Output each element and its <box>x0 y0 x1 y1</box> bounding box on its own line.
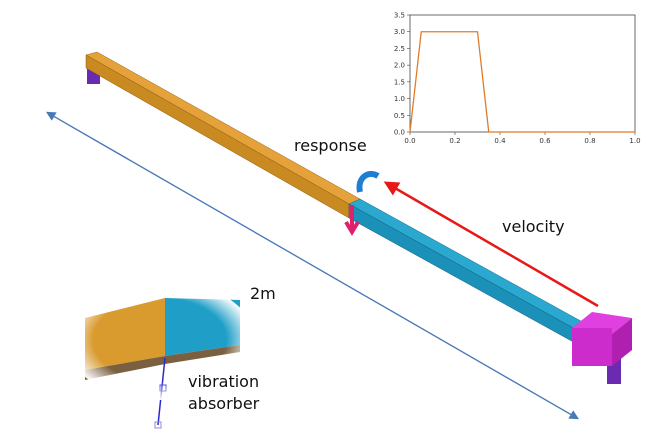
dimension-line <box>45 111 578 419</box>
x-tick-label: 0.8 <box>584 137 595 145</box>
y-tick-label: 2.5 <box>394 45 405 53</box>
y-tick-label: 1.0 <box>394 95 405 103</box>
x-tick-label: 0.2 <box>449 137 460 145</box>
data-line <box>409 31 635 133</box>
velocity-label: velocity <box>502 217 565 236</box>
y-tick-label: 3.5 <box>394 12 405 20</box>
beam <box>85 51 589 345</box>
x-tick-label: 1.0 <box>629 137 640 145</box>
response-label: response <box>294 136 367 155</box>
x-tick-label: 0.6 <box>539 137 551 145</box>
length-label: 2m <box>250 284 276 303</box>
response-marker <box>344 205 360 236</box>
y-tick-label: 0.0 <box>394 129 405 137</box>
y-tick-label: 3.0 <box>394 28 405 36</box>
zoom-inset <box>65 280 255 429</box>
mass-block <box>572 312 632 366</box>
x-tick-label: 0.4 <box>494 137 506 145</box>
y-tick-label: 0.5 <box>394 112 405 120</box>
response-arrow <box>356 171 380 193</box>
absorber-label: absorber <box>188 394 260 413</box>
velocity-arrow <box>383 181 599 308</box>
y-tick-label: 2.0 <box>394 62 405 70</box>
y-tick-label: 1.5 <box>394 78 405 86</box>
absorber-label: vibration <box>188 372 259 391</box>
x-tick-label: 0.0 <box>404 137 415 145</box>
chart-frame <box>409 14 636 133</box>
